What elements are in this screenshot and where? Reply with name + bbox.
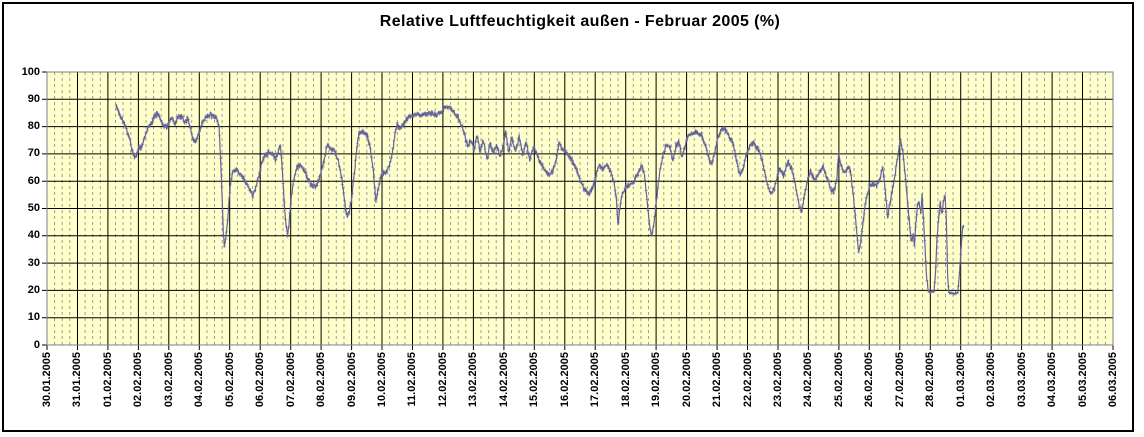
x-axis-label: 15.02.2005 xyxy=(528,352,541,408)
axis-tick-marks xyxy=(42,71,1114,350)
x-axis-label: 20.02.2005 xyxy=(680,352,693,408)
x-axis-label: 25.02.2005 xyxy=(832,352,845,408)
y-axis-label: 70 xyxy=(27,147,40,160)
humidity-series-line xyxy=(115,103,965,295)
chart-title: Relative Luftfeuchtigkeit außen - Februa… xyxy=(379,13,781,30)
y-axis-label: 100 xyxy=(21,65,40,78)
x-axis-label: 06.03.2005 xyxy=(1107,352,1119,408)
x-axis-label: 08.02.2005 xyxy=(315,352,328,408)
y-axis-label: 60 xyxy=(27,174,40,187)
x-axis-label: 03.02.2005 xyxy=(162,352,175,408)
x-axis-label: 04.02.2005 xyxy=(193,352,206,408)
y-axis-label: 80 xyxy=(27,120,40,133)
x-axis-label: 05.03.2005 xyxy=(1076,352,1089,408)
x-axis-label: 02.02.2005 xyxy=(132,352,145,408)
y-axis-label: 50 xyxy=(27,202,40,214)
x-axis-label: 01.03.2005 xyxy=(954,352,967,408)
x-axis-label: 24.02.2005 xyxy=(802,352,815,408)
x-axis-label: 18.02.2005 xyxy=(619,352,632,408)
x-axis-label: 30.01.2005 xyxy=(41,352,53,408)
x-axis-label: 22.02.2005 xyxy=(741,352,754,408)
x-axis-label: 21.02.2005 xyxy=(711,352,724,408)
y-axis-label: 40 xyxy=(27,229,40,242)
y-axis-label: 0 xyxy=(33,338,40,351)
x-axis-label: 06.02.2005 xyxy=(254,352,267,408)
x-axis-label: 17.02.2005 xyxy=(589,352,602,408)
x-axis-label: 31.01.2005 xyxy=(71,352,84,408)
x-axis-label: 14.02.2005 xyxy=(497,352,510,408)
x-axis-label: 26.02.2005 xyxy=(863,352,876,408)
y-axis-label: 20 xyxy=(27,283,40,296)
x-axis-label: 04.03.2005 xyxy=(1046,352,1059,408)
x-axis-label: 02.03.2005 xyxy=(985,352,998,408)
x-axis-label: 19.02.2005 xyxy=(650,352,663,408)
x-axis-label: 11.02.2005 xyxy=(406,352,419,407)
x-axis-label: 03.03.2005 xyxy=(1015,352,1028,408)
x-axis-label: 28.02.2005 xyxy=(924,352,937,408)
x-axis-label: 23.02.2005 xyxy=(771,352,784,408)
y-axis-label: 90 xyxy=(27,92,40,105)
y-axis-label: 10 xyxy=(27,311,40,324)
x-axis-label: 27.02.2005 xyxy=(893,352,906,408)
y-axis-label: 30 xyxy=(27,256,40,269)
x-axis-label: 07.02.2005 xyxy=(284,352,297,408)
plot-border xyxy=(46,71,1114,346)
x-axis-label: 01.02.2005 xyxy=(101,352,114,408)
x-axis-label: 12.02.2005 xyxy=(436,352,449,408)
x-axis-label: 13.02.2005 xyxy=(467,352,480,408)
x-axis-label: 16.02.2005 xyxy=(558,352,571,408)
x-axis-label: 09.02.2005 xyxy=(345,352,358,408)
x-axis-label: 10.02.2005 xyxy=(376,352,389,408)
x-axis-label: 05.02.2005 xyxy=(223,352,236,408)
